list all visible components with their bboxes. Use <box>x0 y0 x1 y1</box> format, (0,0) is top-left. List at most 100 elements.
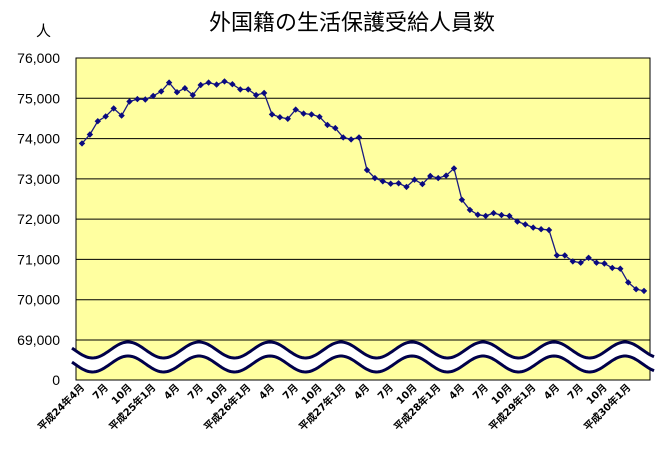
y-tick-label: 76,000 <box>17 50 60 66</box>
data-point <box>466 206 474 214</box>
data-point <box>110 105 117 112</box>
data-point <box>442 172 450 179</box>
y-axis-ticks: 76,000 75,000 74,000 73,000 72,000 71,000 70,0… <box>17 50 60 388</box>
data-point <box>221 78 228 85</box>
x-tick-label: 4月 <box>447 382 467 402</box>
y-tick-label: 75,000 <box>17 90 60 106</box>
data-point <box>142 96 149 103</box>
axis-break-wave-bottom <box>71 354 655 374</box>
data-point <box>419 180 426 188</box>
unit-label: 人 <box>36 22 51 40</box>
data-point <box>94 118 101 125</box>
y-tick-label: 69,000 <box>17 332 60 348</box>
data-point <box>387 180 394 187</box>
data-point <box>260 89 268 97</box>
x-tick-label: 7月 <box>375 382 395 402</box>
data-point <box>245 86 252 93</box>
data-point <box>498 211 505 219</box>
chart-title: 外国籍の生活保護受給人員数 <box>209 11 495 36</box>
data-point <box>577 259 584 266</box>
data-point <box>237 86 244 93</box>
y-tick-label: 0 <box>52 372 60 388</box>
x-tick-label: 7月 <box>90 382 110 402</box>
x-tick-label: 7月 <box>280 382 300 402</box>
x-tick-label: 4月 <box>162 382 182 402</box>
data-point <box>522 221 529 228</box>
data-point <box>134 95 141 103</box>
data-point <box>609 264 616 272</box>
data-point <box>229 81 236 88</box>
x-tick-label: 4月 <box>352 382 372 402</box>
data-point <box>363 166 371 174</box>
data-point <box>181 85 189 92</box>
data-point <box>553 252 561 259</box>
data-point <box>617 265 624 272</box>
data-point <box>332 124 339 132</box>
x-tick-label: 4月 <box>257 382 277 402</box>
data-point <box>355 134 363 141</box>
x-tick-label: 4月 <box>542 382 562 402</box>
data-point <box>158 88 165 95</box>
data-point <box>213 81 220 88</box>
x-tick-label: 7月 <box>565 382 585 402</box>
data-point <box>150 92 157 100</box>
data-point <box>458 196 466 203</box>
data-point <box>585 254 592 261</box>
axis-break <box>71 340 655 374</box>
x-tick-label: 7月 <box>185 382 205 402</box>
y-tick-label: 73,000 <box>17 171 60 187</box>
data-point <box>545 226 553 234</box>
data-point <box>189 91 196 99</box>
data-point <box>530 224 537 231</box>
data-point <box>316 113 323 120</box>
x-tick-label: 7月 <box>470 382 490 402</box>
y-tick-label: 74,000 <box>17 131 60 147</box>
data-point <box>403 183 410 191</box>
data-point <box>490 209 497 217</box>
data-point <box>252 91 260 99</box>
y-tick-label: 71,000 <box>17 251 60 267</box>
data-point <box>514 218 521 225</box>
data-point <box>268 111 276 118</box>
data-point <box>126 98 133 105</box>
data-point <box>506 212 513 220</box>
data-point <box>324 121 331 129</box>
data-point <box>118 112 125 119</box>
data-point <box>474 211 481 218</box>
data-point <box>292 106 299 113</box>
series <box>78 78 648 295</box>
data-point <box>78 140 86 147</box>
data-point <box>197 81 204 89</box>
y-tick-label: 72,000 <box>17 211 60 227</box>
data-point <box>284 115 291 122</box>
data-point <box>435 174 442 182</box>
data-point <box>205 79 212 86</box>
data-point <box>340 134 347 141</box>
data-point <box>371 174 379 182</box>
data-point <box>86 131 94 138</box>
data-point <box>625 279 632 286</box>
gridlines <box>76 57 650 341</box>
data-point <box>632 286 640 293</box>
data-point <box>173 89 181 96</box>
data-point <box>411 176 418 183</box>
data-point <box>308 111 315 118</box>
data-point <box>300 110 307 117</box>
data-point <box>165 79 173 86</box>
data-point <box>450 165 458 172</box>
data-point <box>537 226 545 233</box>
y-tick-label: 70,000 <box>17 292 60 308</box>
x-tick-label: 平成24年4月 <box>35 381 87 433</box>
axis-break-wave-top <box>71 340 655 360</box>
data-point <box>561 252 568 259</box>
data-point <box>395 180 402 187</box>
data-point <box>593 259 600 266</box>
data-point <box>379 178 386 185</box>
data-point <box>347 136 355 143</box>
data-point <box>640 287 648 295</box>
data-point <box>276 114 284 121</box>
data-point <box>482 212 489 220</box>
data-point <box>102 113 109 120</box>
data-point <box>569 258 576 265</box>
